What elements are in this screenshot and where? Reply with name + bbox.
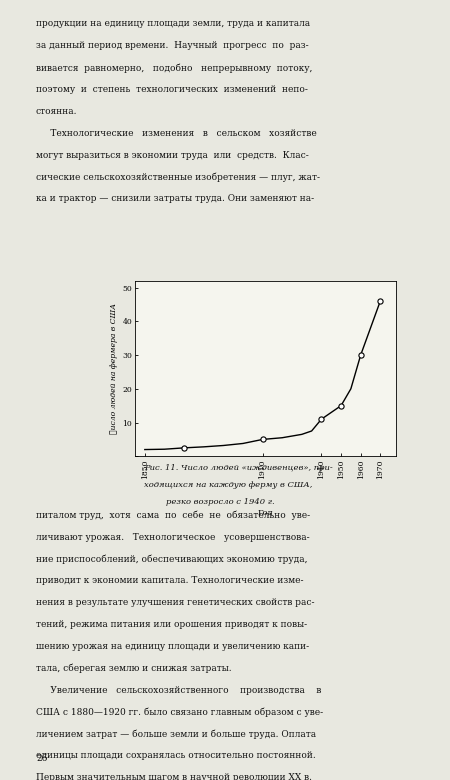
X-axis label: Год: Год <box>258 509 273 517</box>
Point <box>377 295 384 307</box>
Text: Технологические   изменения   в   сельском   хозяйстве: Технологические изменения в сельском хоз… <box>36 129 317 138</box>
Text: Рис. 11. Число людей «иждивенцев», при-: Рис. 11. Число людей «иждивенцев», при- <box>144 464 333 472</box>
Point <box>318 413 325 425</box>
Text: единицы площади сохранялась относительно постоянной.: единицы площади сохранялась относительно… <box>36 751 316 760</box>
Text: ходящихся на каждую ферму в США,: ходящихся на каждую ферму в США, <box>144 481 312 489</box>
Text: личивают урожая.   Технологическое   усовершенствова-: личивают урожая. Технологическое усоверш… <box>36 533 310 542</box>
Text: приводит к экономии капитала. Технологические изме-: приводит к экономии капитала. Технологич… <box>36 576 303 586</box>
Text: личением затрат — больше земли и больше труда. Оплата: личением затрат — больше земли и больше … <box>36 729 316 739</box>
Text: США с 1880—1920 гг. было связано главным образом с уве-: США с 1880—1920 гг. было связано главным… <box>36 707 323 717</box>
Text: стоянна.: стоянна. <box>36 107 77 116</box>
Y-axis label: 䉾исло людей на фермера в США: 䉾исло людей на фермера в США <box>110 303 118 434</box>
Text: за данный период времени.  Научный  прогресс  по  раз-: за данный период времени. Научный прогре… <box>36 41 309 51</box>
Text: Увеличение   сельскохозяйственного    производства    в: Увеличение сельскохозяйственного произво… <box>36 686 321 695</box>
Text: сические сельскохозяйственные изобретения — плуг, жат-: сические сельскохозяйственные изобретени… <box>36 172 320 182</box>
Text: тала, сберегая землю и снижая затраты.: тала, сберегая землю и снижая затраты. <box>36 664 232 673</box>
Text: поэтому  и  степень  технологических  изменений  непо-: поэтому и степень технологических измене… <box>36 85 308 94</box>
Text: шению урожая на единицу площади и увеличению капи-: шению урожая на единицу площади и увелич… <box>36 642 309 651</box>
Text: Первым значительным шагом в научной революции XX в.: Первым значительным шагом в научной рево… <box>36 773 312 780</box>
Text: могут выразиться в экономии труда  или  средств.  Клас-: могут выразиться в экономии труда или ср… <box>36 151 309 160</box>
Point <box>357 349 364 361</box>
Point <box>259 433 266 445</box>
Point <box>180 441 188 454</box>
Text: тений, режима питания или орошения приводят к повы-: тений, режима питания или орошения приво… <box>36 620 307 629</box>
Text: вивается  равномерно,   подобно   непрерывному  потоку,: вивается равномерно, подобно непрерывном… <box>36 63 312 73</box>
Text: ка и трактор — снизили затраты труда. Они заменяют на-: ка и трактор — снизили затраты труда. Он… <box>36 194 314 204</box>
Point <box>338 399 345 412</box>
Text: 26: 26 <box>36 753 47 763</box>
Text: нения в результате улучшения генетических свойств рас-: нения в результате улучшения генетически… <box>36 598 315 608</box>
Text: ние приспособлений, обеспечивающих экономию труда,: ние приспособлений, обеспечивающих эконо… <box>36 555 307 564</box>
Text: продукции на единицу площади земли, труда и капитала: продукции на единицу площади земли, труд… <box>36 20 310 29</box>
Text: питалом труд,  хотя  сама  по  себе  не  обязательно  уве-: питалом труд, хотя сама по себе не обяза… <box>36 511 310 520</box>
Text: резко возросло с 1940 г.: резко возросло с 1940 г. <box>166 498 275 506</box>
